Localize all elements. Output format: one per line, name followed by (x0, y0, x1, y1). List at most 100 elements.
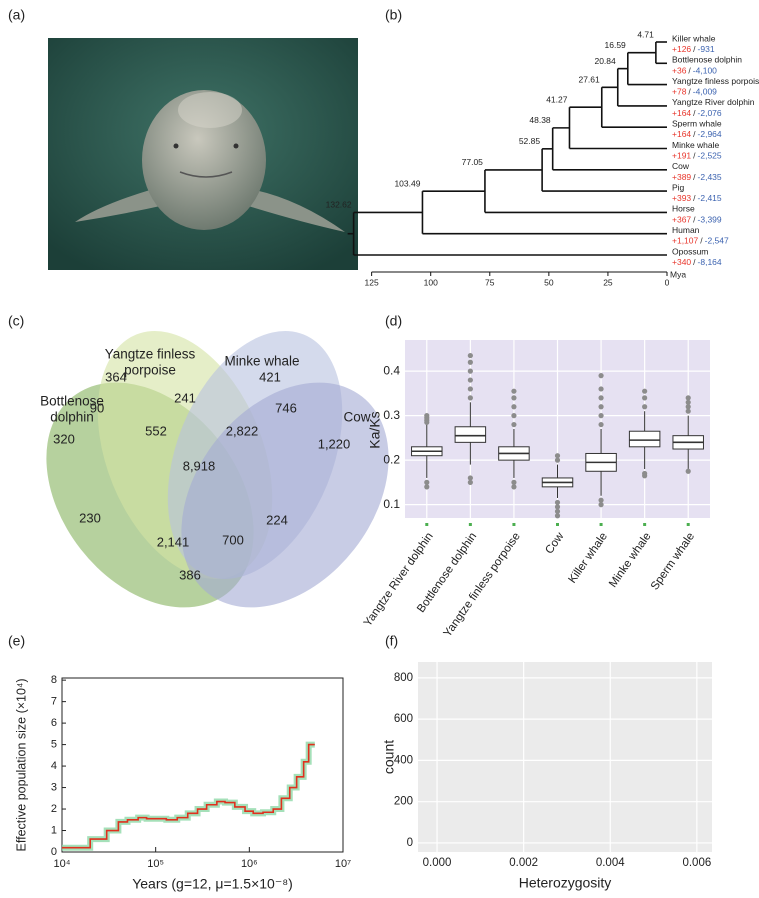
node-age: 4.71 (637, 29, 654, 39)
outlier (467, 377, 473, 383)
x-tick-label: Cow (543, 530, 566, 556)
region-count: 2,141 (157, 534, 190, 549)
node-age: 16.59 (605, 40, 627, 50)
outlier (467, 386, 473, 392)
outlier (424, 413, 430, 419)
outlier (554, 499, 561, 506)
outlier (511, 421, 517, 428)
set-name: Bottlenose (40, 394, 104, 409)
outlier (511, 484, 517, 490)
y-tick-label: 2 (51, 803, 57, 815)
gene-gain: +191 (672, 151, 691, 161)
outlier (424, 484, 430, 490)
panel-label: (d) (385, 313, 402, 329)
leaf-name: Yangtze River dolphin (672, 97, 755, 107)
set-name: Minke whale (224, 354, 299, 369)
gene-gain: +340 (672, 257, 691, 267)
leaf-name: Cow (672, 161, 690, 171)
gain-loss: +191/-2,525 (672, 151, 722, 161)
separator: / (700, 236, 703, 246)
outlier (554, 504, 561, 510)
gene-gain: +78 (672, 87, 687, 97)
panel-label: (f) (385, 633, 398, 649)
gene-gain: +36 (672, 66, 687, 76)
box (454, 426, 487, 443)
node-age: 103.49 (394, 178, 420, 188)
outlier (598, 373, 604, 379)
y-tick-label: 6 (51, 717, 57, 729)
gain-loss: +393/-2,415 (672, 193, 722, 203)
gene-gain: +393 (672, 193, 691, 203)
outlier (685, 468, 691, 474)
plot-frame (61, 677, 344, 853)
panel-label: (e) (8, 633, 25, 649)
region-count: 241 (174, 390, 196, 405)
x-tick-label: Killer whale (566, 531, 610, 586)
separator: / (693, 151, 696, 161)
y-tick-label: 600 (394, 713, 413, 725)
y-axis-title: Effective population size (×10⁴) (14, 679, 28, 852)
gene-loss: -2,547 (705, 236, 729, 246)
leaf-name: Pig (672, 182, 685, 192)
node-age: 52.85 (519, 136, 541, 146)
panel-label: (b) (385, 7, 402, 23)
outlier (598, 497, 604, 503)
gain-loss: +164/-2,076 (672, 108, 722, 118)
outlier (467, 479, 473, 485)
gain-loss: +36/-4,100 (672, 66, 717, 76)
x-tick-label: 100 (424, 277, 438, 287)
gene-loss: -2,415 (698, 193, 722, 203)
gene-loss: -4,100 (693, 66, 717, 76)
step-line (62, 743, 315, 849)
set-name: dolphin (50, 410, 94, 425)
gain-loss: +367/-3,399 (672, 215, 722, 225)
gain-loss: +78/-4,009 (672, 87, 717, 97)
outlier (424, 479, 430, 485)
outlier (467, 368, 473, 374)
outlier (642, 395, 648, 401)
gain-loss: +340/-8,164 (672, 257, 722, 267)
gene-loss: -3,399 (698, 215, 722, 225)
x-tick-label: 0.002 (509, 857, 538, 869)
category-marker (556, 523, 559, 526)
gain-loss: +126/-931 (672, 44, 715, 54)
outlier (554, 508, 561, 514)
y-tick-label: 1 (51, 824, 57, 836)
region-count: 1,220 (318, 436, 351, 451)
separator: / (693, 129, 696, 139)
category-marker (643, 523, 647, 526)
outlier (598, 413, 604, 419)
node-age: 132.62 (326, 200, 352, 210)
gene-loss: -8,164 (698, 257, 722, 267)
x-tick-label: 10⁶ (241, 858, 258, 870)
gain-loss: +389/-2,435 (672, 172, 722, 182)
y-tick-label: 0.2 (383, 452, 400, 466)
x-tick-label: Sperm whale (649, 531, 697, 593)
gene-gain: +389 (672, 172, 691, 182)
region-count: 230 (79, 510, 101, 525)
y-tick-label: 5 (51, 738, 57, 750)
separator: / (693, 257, 696, 267)
plot-background (418, 662, 712, 852)
gene-gain: +1,107 (672, 236, 699, 246)
set-name: Cow (343, 410, 370, 425)
x-tick-label: 0.000 (423, 857, 452, 869)
y-tick-label: 800 (394, 672, 413, 684)
gain-loss: +1,107/-2,547 (672, 236, 729, 246)
panel-label: (a) (8, 7, 25, 23)
gene-loss: -2,076 (698, 108, 722, 118)
y-tick-label: 0.1 (383, 497, 400, 511)
region-count: 224 (266, 512, 288, 527)
node-age: 48.38 (529, 115, 551, 125)
outlier (598, 404, 604, 410)
outlier (598, 421, 604, 428)
leaf-name: Horse (672, 204, 695, 214)
gene-loss: -2,964 (698, 129, 722, 139)
outlier (642, 388, 648, 394)
x-tick-label: 75 (485, 277, 495, 287)
y-tick-label: 8 (51, 674, 57, 686)
region-count: 700 (222, 532, 244, 547)
outlier (642, 404, 648, 410)
leaf-name: Bottlenose dolphin (672, 55, 742, 65)
region-count: 90 (90, 400, 104, 415)
